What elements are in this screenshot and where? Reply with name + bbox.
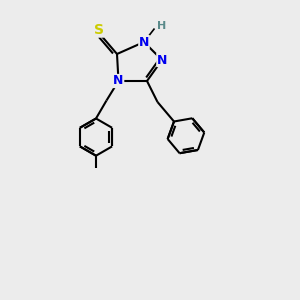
Text: N: N [139,35,149,49]
Text: S: S [94,23,104,37]
Text: N: N [157,53,167,67]
Text: H: H [158,20,166,31]
Text: N: N [113,74,124,88]
